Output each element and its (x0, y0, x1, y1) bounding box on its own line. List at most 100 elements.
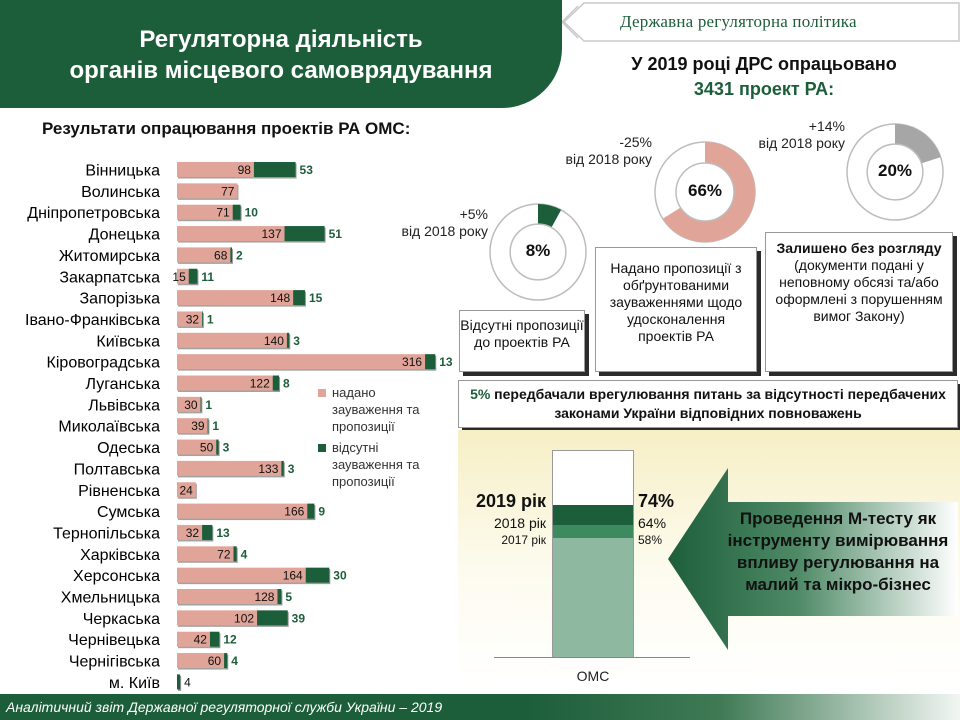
donut-chart-unreviewed (846, 123, 944, 221)
note-text-bold: за відсутності передбачених законами Укр… (554, 386, 946, 421)
bar-value-no-remarks: 9 (318, 505, 325, 519)
bar-value-remarks: 71 (216, 206, 230, 220)
mtest-year-2018: 2018 рік (493, 515, 546, 531)
bar-value-remarks: 316 (402, 355, 422, 369)
bar-no-remarks (202, 524, 213, 540)
mtest-stacked-bar (552, 450, 634, 658)
bar-value-no-remarks: 10 (245, 206, 259, 220)
page-title-line1: Регуляторна діяльність (139, 26, 423, 53)
legend-label-remarks: надано зауваження та пропозиції (332, 385, 420, 434)
bar-no-remarks (216, 439, 219, 455)
region-label: Одеська (97, 440, 160, 457)
bar-no-remarks (230, 247, 232, 263)
note-box: 5% передбачали врегулювання питань за ві… (458, 380, 958, 428)
region-label: Кіровоградська (47, 355, 161, 372)
donut-inner-outline (509, 223, 567, 281)
region-label: Вінницька (85, 163, 160, 180)
bar-shadow (201, 398, 203, 414)
region-label: Житомирська (59, 248, 160, 265)
bar-remarks (177, 375, 273, 391)
bar-no-remarks (232, 204, 241, 220)
region-label: Харківська (80, 547, 160, 564)
mtest-baseline (494, 657, 690, 658)
bar-value-no-remarks: 30 (333, 569, 347, 583)
mtest-arrow (668, 468, 958, 650)
region-label: Полтавська (74, 461, 160, 478)
bar-remarks (177, 503, 308, 519)
bar-remarks (177, 460, 282, 476)
mtest-pct-2017: 58% (638, 533, 663, 547)
donut-inner-outline (866, 143, 924, 201)
bar-no-remarks (177, 674, 181, 690)
bar-remarks (177, 589, 278, 604)
policy-tab-shape (562, 2, 960, 42)
region-label: Київська (96, 333, 160, 350)
region-label: Волинська (81, 184, 160, 201)
bar-no-remarks (257, 610, 288, 626)
bar-remarks (177, 610, 258, 626)
donut-slice (538, 204, 562, 228)
bar-value-remarks: 39 (191, 419, 205, 433)
bar-no-remarks (188, 268, 198, 284)
mtest-arrow-text: Проведення М-тесту як інструменту вимірю… (727, 509, 949, 594)
page-title-line2: органів місцевого самоврядування (69, 57, 493, 84)
bar-value-no-remarks: 53 (300, 163, 314, 177)
bar-no-remarks (284, 226, 325, 242)
footer: Аналітичний звіт Державної регуляторної … (0, 694, 960, 720)
bar-value-no-remarks: 13 (439, 355, 453, 369)
bar-value-remarks: 50 (200, 441, 214, 455)
legend-swatch-remarks (318, 389, 326, 397)
bar-shadow (203, 312, 204, 328)
bar-no-remarks (200, 396, 202, 412)
region-label: Рівненська (78, 483, 160, 500)
bar-value-remarks: 122 (250, 377, 270, 391)
note-pct: 5% (470, 386, 491, 402)
region-label: Чернівецька (68, 632, 160, 649)
bar-value-remarks: 148 (270, 291, 290, 305)
bar-remarks (177, 268, 189, 284)
bar-remarks (177, 354, 426, 370)
region-label: Дніпропетровська (27, 205, 160, 222)
donut-no-remarks: 8% (488, 202, 588, 302)
bar-value-remarks: 60 (208, 654, 222, 668)
bar-value-no-remarks: 11 (201, 270, 214, 284)
bar-remarks (177, 226, 285, 242)
bar-remarks (177, 546, 234, 562)
region-label: Закарпатська (59, 269, 160, 286)
bar-remarks (177, 631, 210, 647)
bar-remarks (177, 332, 287, 348)
donut-chart-no-remarks (489, 203, 587, 301)
mtest-year-2017: 2017 рік (501, 533, 546, 547)
donut-inner-outline (675, 162, 735, 222)
region-label: Львівська (88, 397, 160, 414)
donut-remarks: 66% (653, 140, 757, 244)
donut-note-no-remarks: +5% від 2018 року (376, 206, 489, 240)
region-label: Запорізька (80, 291, 161, 308)
bar-no-remarks (293, 290, 305, 306)
bar-value-no-remarks: 4 (231, 654, 238, 668)
bar-value-no-remarks: 3 (288, 462, 295, 476)
bar-no-remarks (425, 354, 436, 370)
bar-value-no-remarks: 3 (293, 334, 300, 348)
bar-no-remarks (209, 631, 220, 647)
bar-no-remarks (286, 332, 290, 348)
donut-pct-remarks: 66% (687, 181, 723, 200)
region-label: Херсонська (73, 568, 160, 585)
bar-value-no-remarks: 2 (236, 248, 243, 262)
bar-value-remarks: 102 (234, 611, 254, 625)
donut-note-remarks: -25% від 2018 року (540, 134, 653, 168)
mtest-pct-2019: 74% (638, 491, 675, 511)
bar-value-no-remarks: 1 (205, 398, 212, 412)
bar-remarks (177, 396, 201, 412)
region-label: Миколаївська (58, 419, 160, 436)
bar-remarks (177, 524, 203, 540)
donut-unreviewed: 20% (845, 122, 945, 222)
mtest-axis-label: ОМС (576, 668, 610, 684)
donut-note-unreviewed: +14% від 2018 року (730, 118, 846, 152)
bar-no-remarks (224, 653, 228, 669)
box-unreviewed: Залишено без розгляду (документи подані … (765, 232, 953, 372)
bar-shadow (208, 419, 210, 435)
bar-value-no-remarks: 5 (285, 590, 292, 604)
bar-remarks (177, 247, 231, 263)
bar-no-remarks (207, 418, 209, 434)
